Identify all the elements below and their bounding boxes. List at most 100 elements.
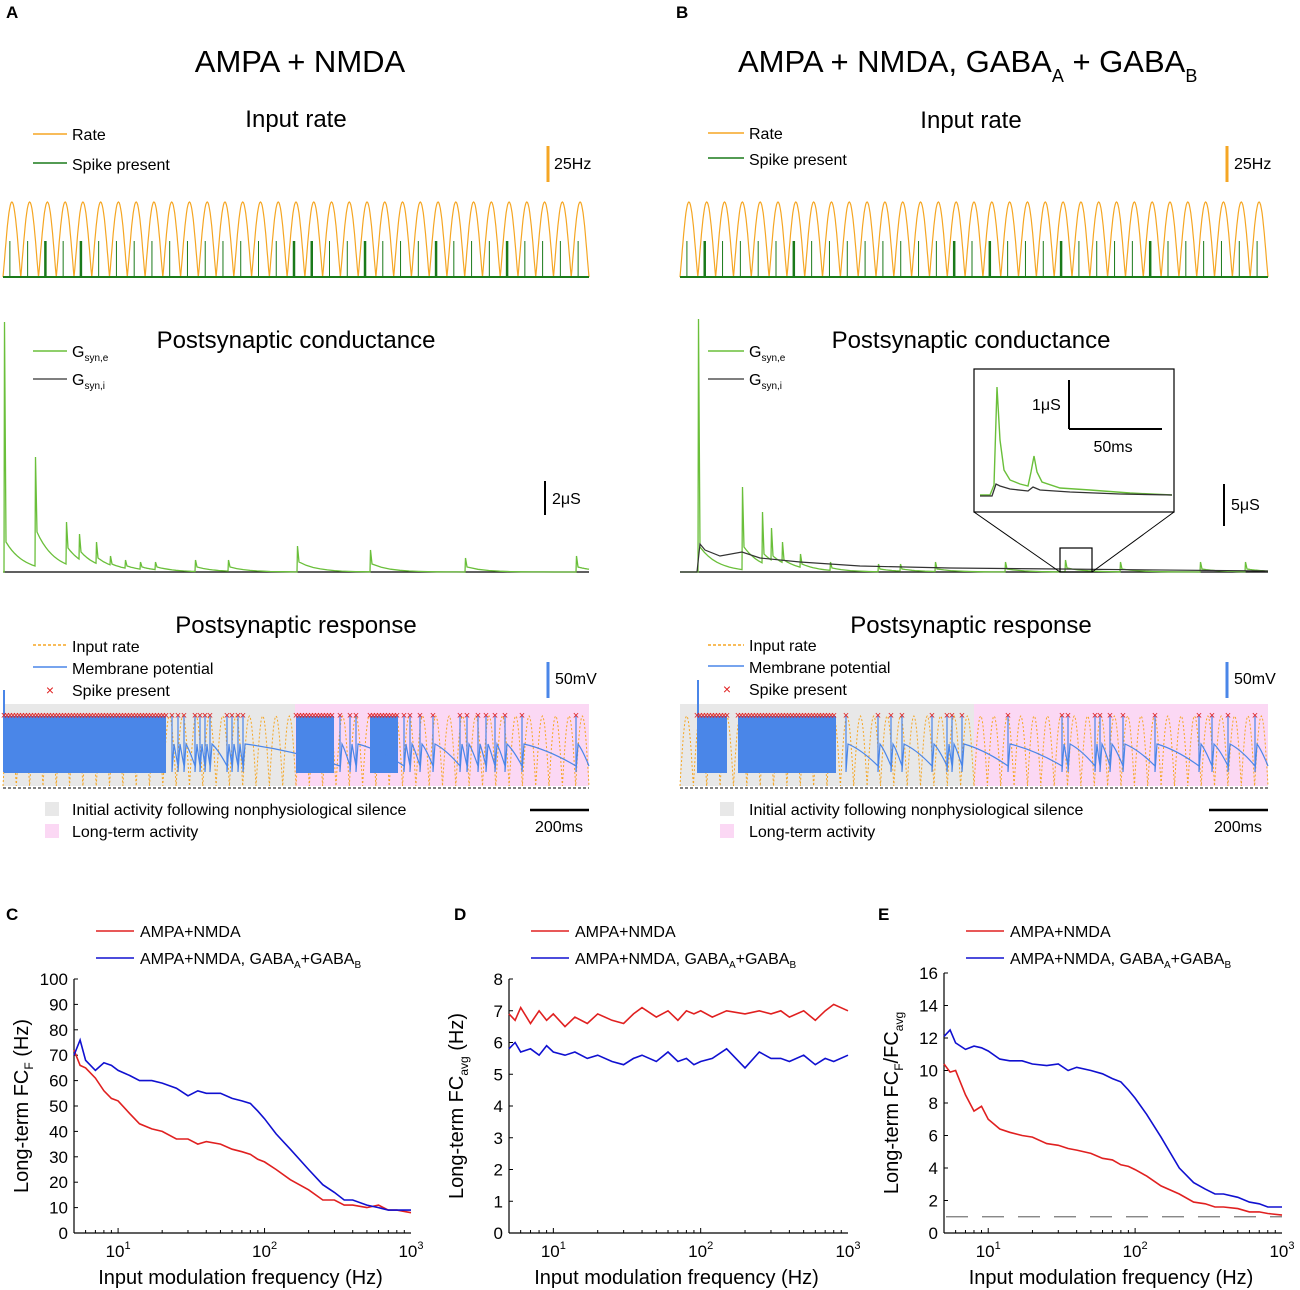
spike-marker: × [959,710,965,722]
spike-marker: × [759,710,765,722]
spike-marker: × [296,710,302,722]
spike-marker: × [774,710,780,722]
spike-marker: × [822,710,828,722]
spike-marker: × [825,710,831,722]
rate-sine-trace [2,201,590,278]
b-input-rate-trace [679,201,1269,278]
spike-marker: × [1107,710,1113,722]
series-line [508,1003,849,1028]
spike-marker: × [519,710,525,722]
y-tick-label: 16 [919,964,938,983]
spike-marker: × [475,710,481,722]
spike-marker: × [807,710,813,722]
y-tick-label: 0 [929,1224,938,1243]
spike-marker: × [314,710,320,722]
x-tick-label: 101 [976,1240,1001,1261]
spike-marker: × [780,710,786,722]
spike-marker: × [810,710,816,722]
spike-marker: × [771,710,777,722]
y-tick-label: 10 [49,1199,68,1218]
spike-marker: × [762,710,768,722]
spike-marker: × [353,710,359,722]
b-inset-x-scale-label: 50ms [1093,439,1132,456]
spike-marker: × [103,710,109,722]
spike-marker: × [106,710,112,722]
spike-marker: × [376,710,382,722]
legend-label: AMPA+NMDA, GABAA+GABAB [140,951,361,971]
spike-marker: × [831,710,837,722]
spike-marker: × [293,710,299,722]
spike-marker: × [944,710,950,722]
spike-marker: × [19,710,25,722]
b-gexc-legend-label: Gsyn,e [749,344,786,364]
x-tick-label: 103 [1269,1240,1294,1261]
spike-marker: × [417,710,423,722]
a-input-rate-trace [2,201,590,278]
a-longterm-legend-label: Long-term activity [72,824,198,841]
spike-marker: × [715,710,721,722]
spike-marker: × [130,710,136,722]
b-inputrate-legend-label: Input rate [749,638,817,655]
spike-marker: × [154,710,160,722]
spike-marker: × [37,710,43,722]
spike-marker: × [4,710,10,722]
a-spike-marker-legend-label: Spike present [72,683,170,700]
spike-marker: × [133,710,139,722]
y-tick-label: 100 [40,970,68,989]
y-tick-label: 6 [494,1034,503,1053]
legend-label: AMPA+NMDA [140,924,241,941]
spike-marker: × [10,710,16,722]
spike-marker: × [712,710,718,722]
spike-marker: × [136,710,142,722]
a-rate-scale-label: 25Hz [554,156,591,173]
y-tick-label: 5 [494,1065,503,1084]
spike-marker: × [224,710,230,722]
y-tick-label: 0 [494,1224,503,1243]
spike-marker: × [326,710,332,722]
gexc-trace [3,321,590,573]
spike-marker: × [64,710,70,722]
b-rate-scale-label: 25Hz [1234,156,1271,173]
spike-marker: × [34,710,40,722]
series-line [943,1063,1283,1216]
spike-marker: × [311,710,317,722]
b-inset-y-scale-label: 1μS [1032,397,1061,414]
spike-marker: × [888,710,894,722]
b-inset-connector-left [973,511,1061,573]
b-time-scale-label: 200ms [1214,819,1262,836]
y-tick-label: 3 [494,1129,503,1148]
y-tick-label: 7 [494,1002,503,1021]
spike-marker: × [370,710,376,722]
y-tick-label: 80 [49,1021,68,1040]
series-line [943,1028,1282,1208]
y-axis-label: Long-term FCF/FCavg [881,1012,906,1194]
a-time-scale-label: 200ms [535,819,583,836]
b-spike-marker-legend: × [723,681,731,697]
spike-marker: × [115,710,121,722]
rate-sine-trace [679,201,1269,278]
spike-marker: × [1059,710,1065,722]
spike-marker: × [843,710,849,722]
membrane-potential-trace [171,716,590,773]
b-vm-scale-label: 50mV [1234,671,1276,688]
spike-marker: × [118,710,124,722]
y-tick-label: 10 [919,1062,938,1081]
spike-marker: × [697,710,703,722]
spike-marker: × [819,710,825,722]
membrane-dense-spiking [4,716,166,773]
spike-marker: × [16,710,22,722]
legend-label: AMPA+NMDA, GABAA+GABAB [575,951,796,971]
spike-marker: × [756,710,762,722]
spike-marker: × [207,710,213,722]
spike-marker: × [160,710,166,722]
spike-marker: × [139,710,145,722]
spike-marker: × [401,710,407,722]
x-tick-label: 102 [688,1240,713,1261]
spike-marker: × [46,710,52,722]
panel-b-title: AMPA + NMDA, GABAA + GABAB [738,44,1197,86]
series-line [508,1041,849,1070]
chart-e: E 0 2 4 6 8 10 12 14 16 101 102 103 Input modulation … [878,905,1295,1289]
spike-marker: × [40,710,46,722]
spike-marker: × [1005,710,1011,722]
